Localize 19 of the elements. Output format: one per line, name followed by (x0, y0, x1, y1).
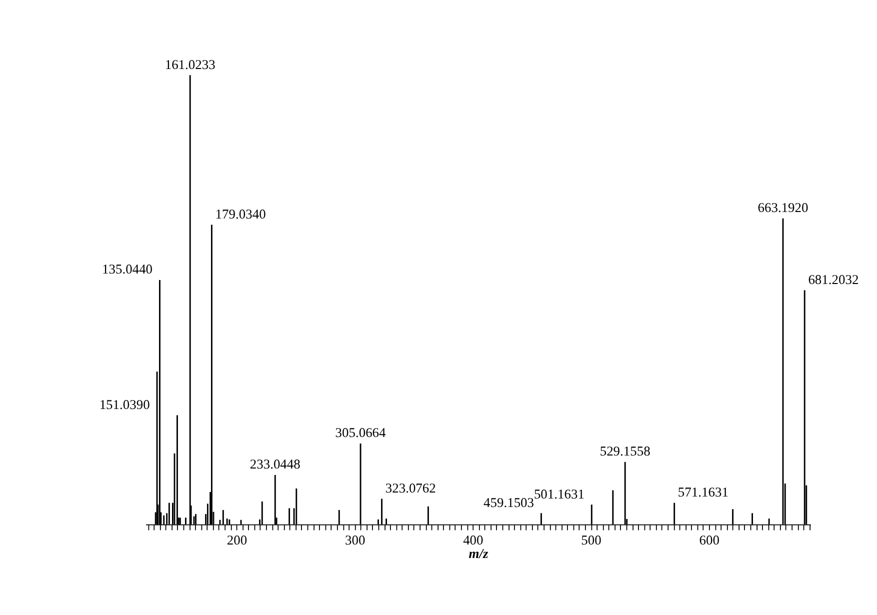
x-tick-label: 500 (581, 532, 602, 548)
annotation: 571.1631 (678, 484, 728, 500)
annotation: 179.0340 (215, 206, 266, 222)
x-tick-label: 200 (226, 532, 248, 548)
annotation: 323.0762 (385, 480, 436, 496)
x-tick-label: 600 (699, 532, 720, 548)
x-axis-title: m/z (468, 546, 489, 562)
annotation: 305.0664 (335, 425, 386, 440)
annotation: 233.0448 (250, 456, 301, 472)
annotation: 161.0233 (164, 56, 216, 72)
annotation: 529.1558 (600, 444, 651, 459)
annotation: 663.1920 (758, 200, 809, 216)
annotation: 151.0390 (99, 396, 150, 412)
annotation: 459.1503 (484, 494, 534, 510)
annotation: 135.0440 (102, 262, 153, 277)
x-tick-label: 400 (463, 532, 484, 548)
annotation: 681.2032 (808, 272, 859, 288)
annotation: 501.1631 (534, 486, 584, 502)
x-tick-label: 300 (344, 532, 366, 548)
